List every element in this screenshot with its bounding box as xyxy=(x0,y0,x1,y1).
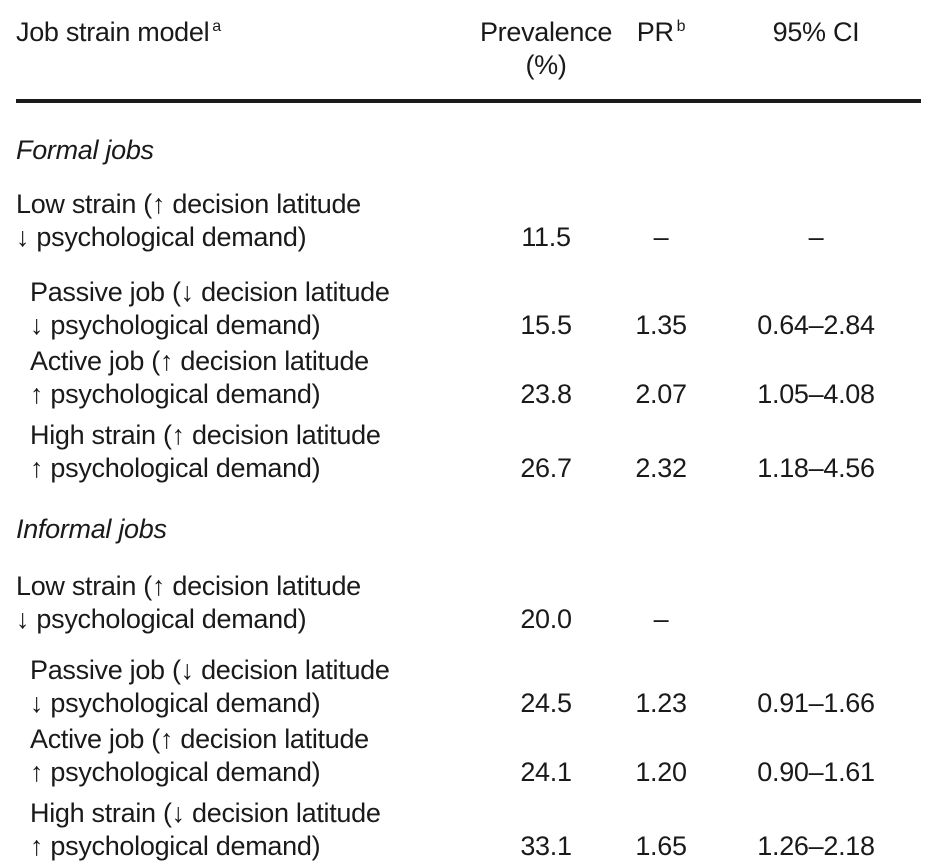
column-header-ci-text: 95% CI xyxy=(772,17,860,47)
pr-value: 1.65 xyxy=(635,831,687,861)
row-label: High strain (↑ decision latitude ↑ psych… xyxy=(30,420,381,483)
column-header-prevalence: Prevalence (%) xyxy=(476,16,616,82)
prevalence-value: 33.1 xyxy=(520,831,572,861)
section-title-formal-jobs: Formal jobs xyxy=(16,135,154,165)
ci-value: – xyxy=(808,222,824,252)
column-header-job-strain-model: Job strain model a xyxy=(16,16,476,82)
ci-value: 0.90–1.61 xyxy=(757,757,875,787)
pr-value: 2.07 xyxy=(635,379,687,409)
ci-value: 1.26–2.18 xyxy=(757,831,875,861)
prevalence-value: 11.5 xyxy=(521,222,571,252)
ci-value: 1.05–4.08 xyxy=(757,379,875,409)
header-rule xyxy=(16,99,921,103)
row-label: Low strain (↑ decision latitude ↓ psycho… xyxy=(16,571,361,634)
column-header-job-strain-model-text: Job strain model xyxy=(16,17,210,47)
row-label: Passive job (↓ decision latitude ↓ psych… xyxy=(30,277,390,340)
column-header-prevalence-line1: Prevalence xyxy=(479,17,613,47)
pr-value: 1.23 xyxy=(635,688,687,718)
table-row-informal-active-job: Active job (↑ decision latitude ↑ psycho… xyxy=(16,723,927,789)
footnote-marker-a: a xyxy=(212,18,221,35)
ci-value: 0.91–1.66 xyxy=(757,688,875,718)
row-label: Active job (↑ decision latitude ↑ psycho… xyxy=(30,724,369,787)
table-header-row: Job strain model a Prevalence (%) PR b 95%… xyxy=(16,16,927,82)
pr-value: – xyxy=(653,604,669,634)
table-row-formal-high-strain: High strain (↑ decision latitude ↑ psych… xyxy=(16,419,927,485)
column-header-prevalence-line2: (%) xyxy=(525,50,567,80)
row-label: High strain (↓ decision latitude ↑ psych… xyxy=(30,798,381,861)
row-label: Low strain (↑ decision latitude ↓ psycho… xyxy=(16,189,361,252)
row-label: Active job (↑ decision latitude ↑ psycho… xyxy=(30,346,369,409)
prevalence-value: 24.1 xyxy=(520,757,572,787)
row-label: Passive job (↓ decision latitude ↓ psych… xyxy=(30,655,390,718)
table-row-formal-low-strain: Low strain (↑ decision latitude ↓ psycho… xyxy=(16,188,927,254)
pr-value: – xyxy=(653,222,669,252)
table-row-formal-active-job: Active job (↑ decision latitude ↑ psycho… xyxy=(16,345,927,411)
prevalence-value: 26.7 xyxy=(520,453,572,483)
table-row-formal-passive-job: Passive job (↓ decision latitude ↓ psych… xyxy=(16,276,927,342)
section-title-informal-jobs: Informal jobs xyxy=(16,514,167,544)
prevalence-value: 15.5 xyxy=(520,310,572,340)
pr-value: 2.32 xyxy=(635,453,687,483)
column-header-ci: 95% CI xyxy=(706,16,926,49)
prevalence-value: 20.0 xyxy=(520,604,572,634)
footnote-marker-b: b xyxy=(676,18,686,35)
prevalence-value: 24.5 xyxy=(520,688,572,718)
ci-value: 1.18–4.56 xyxy=(757,453,875,483)
ci-value: 0.64–2.84 xyxy=(757,310,875,340)
table-row-informal-low-strain: Low strain (↑ decision latitude ↓ psycho… xyxy=(16,570,927,636)
column-header-pr-text: PR xyxy=(636,17,674,47)
column-header-pr: PR b xyxy=(616,16,706,49)
prevalence-value: 23.8 xyxy=(520,379,572,409)
table-row-informal-passive-job: Passive job (↓ decision latitude ↓ psych… xyxy=(16,654,927,720)
pr-value: 1.35 xyxy=(635,310,687,340)
pr-value: 1.20 xyxy=(635,757,687,787)
table-row-informal-high-strain: High strain (↓ decision latitude ↑ psych… xyxy=(16,797,927,863)
